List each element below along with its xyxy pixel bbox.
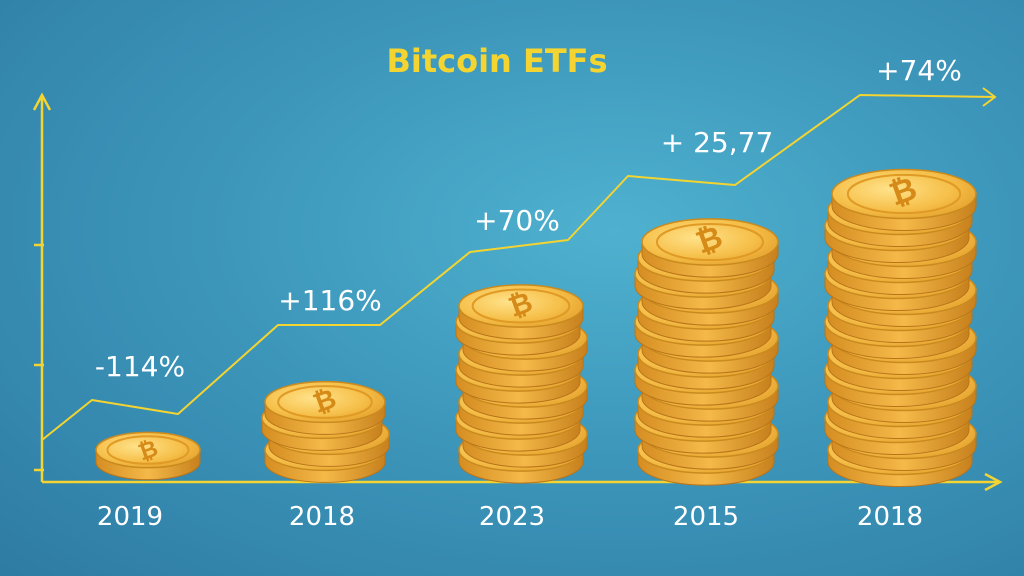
coin-face xyxy=(831,168,977,220)
coin-stack-bar: ₿ xyxy=(455,284,588,484)
coin-rim xyxy=(471,288,571,324)
coin-face xyxy=(458,284,584,328)
x-tick-label: 2018 xyxy=(857,502,923,532)
coin-face xyxy=(641,218,779,266)
trend-arrow-icon xyxy=(982,87,997,107)
data-label: -114% xyxy=(95,350,185,383)
x-tick-label: 2023 xyxy=(479,502,545,532)
coin-face xyxy=(264,380,386,424)
coin-stack-bar: ₿ xyxy=(634,218,779,486)
x-axis-arrow-icon xyxy=(984,472,1003,492)
coin-stacks: ₿₿₿₿₿ xyxy=(95,168,977,487)
coin-rim xyxy=(846,173,962,215)
data-label: + 25,77 xyxy=(661,126,774,159)
coin-stack-bar: ₿ xyxy=(824,168,977,487)
data-label: +116% xyxy=(278,284,382,317)
data-label: +74% xyxy=(876,54,962,87)
coin-rim xyxy=(655,222,765,262)
coin-stack-bar: ₿ xyxy=(261,380,390,483)
coin-rim xyxy=(106,435,190,465)
chart-title: Bitcoin ETFs xyxy=(386,42,607,80)
coin-rim xyxy=(277,385,373,419)
y-axis-arrow-icon xyxy=(32,92,52,111)
coin-stack-bar: ₿ xyxy=(95,431,201,481)
trend-line xyxy=(41,94,996,441)
x-tick-label: 2018 xyxy=(289,502,355,532)
data-label: +70% xyxy=(474,204,560,237)
coin-face xyxy=(95,431,201,469)
x-tick-label: 2019 xyxy=(97,502,163,532)
x-tick-label: 2015 xyxy=(673,502,739,532)
